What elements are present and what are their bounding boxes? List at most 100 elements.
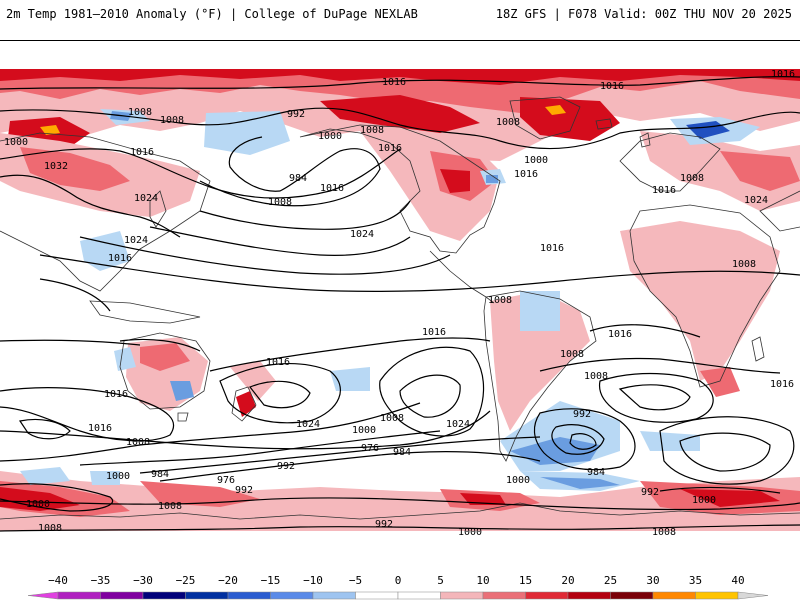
isobar-label: 1000 xyxy=(318,131,342,142)
isobar-label: 1008 xyxy=(268,197,292,208)
isobar-line xyxy=(569,433,597,450)
legend-tick-label: 40 xyxy=(731,574,744,587)
isobar-label: 1016 xyxy=(320,183,344,194)
warm-area xyxy=(545,105,566,115)
isobar-line xyxy=(618,384,691,411)
isobar-line xyxy=(0,410,491,450)
legend-swatch xyxy=(270,591,314,600)
isobar-line xyxy=(0,174,181,238)
warm-area xyxy=(520,97,620,141)
isobar-label: 1000 xyxy=(458,527,482,538)
legend-swatch xyxy=(57,591,101,600)
legend-tick-label: 35 xyxy=(689,574,702,587)
isobar-line xyxy=(119,338,201,352)
legend-tick-label: 30 xyxy=(646,574,659,587)
legend-tick-label: 15 xyxy=(519,574,532,587)
isobar-label: 984 xyxy=(151,469,169,480)
isobar-line xyxy=(551,424,605,455)
isobar-label: 984 xyxy=(587,467,605,478)
legend-tick-label: −15 xyxy=(261,574,281,587)
cool-area xyxy=(510,437,600,465)
isobar-line xyxy=(199,200,411,230)
warm-area xyxy=(140,481,260,507)
legend-swatch xyxy=(100,591,144,600)
isobar-line xyxy=(219,363,341,424)
warm-area xyxy=(320,95,480,133)
isobar-line xyxy=(533,408,636,471)
coastline-tasmania xyxy=(177,412,189,422)
isobar-label: 1000 xyxy=(692,495,716,506)
isobars xyxy=(0,76,800,532)
isobar-label: 1016 xyxy=(771,69,795,80)
isobar-label: 1008 xyxy=(360,125,384,136)
isobar-label: 1032 xyxy=(44,161,68,172)
model-run-info: 18Z GFS | F078 Valid: 00Z THU NOV 20 202… xyxy=(495,7,792,21)
isobar-label: 1000 xyxy=(4,137,28,148)
legend-tick-label: 5 xyxy=(437,574,444,587)
isobar-label: 992 xyxy=(277,461,295,472)
isobar-line xyxy=(0,76,800,90)
cool-area xyxy=(170,381,194,401)
isobar-label: 1016 xyxy=(378,143,402,154)
warm-area xyxy=(680,489,780,507)
legend-tick-label: 0 xyxy=(395,574,402,587)
legend-swatch xyxy=(185,591,229,600)
legend-tick-label: −35 xyxy=(91,574,111,587)
warm-area xyxy=(20,147,130,191)
isobar-line xyxy=(79,430,441,466)
isobar-label: 992 xyxy=(287,109,305,120)
isobar-label: 1016 xyxy=(108,253,132,264)
legend-swatch xyxy=(440,591,484,600)
isobar-line xyxy=(0,497,800,511)
coastline-uk xyxy=(639,132,651,148)
legend-swatch xyxy=(397,591,441,600)
isobar-label: 1016 xyxy=(266,357,290,368)
isobar-label: 1000 xyxy=(352,425,376,436)
cool-area xyxy=(640,431,700,451)
isobar-label: 1024 xyxy=(124,235,148,246)
cool-anomaly-shading xyxy=(20,109,760,491)
legend-swatch xyxy=(27,591,59,600)
legend-swatch xyxy=(567,591,611,600)
isobar-label: 1008 xyxy=(128,107,152,118)
isobar-line xyxy=(149,226,411,256)
map-canvas: 1016 1016 1016 1008 1008 1000 1032 1016 … xyxy=(0,41,800,559)
isobar-label: 1024 xyxy=(446,419,470,430)
isobar-label: 1008 xyxy=(380,413,404,424)
legend-swatch xyxy=(482,591,526,600)
isobar-label: 984 xyxy=(289,173,307,184)
anomaly-shading xyxy=(0,69,800,531)
warm-area xyxy=(40,125,60,135)
isobar-line xyxy=(0,339,141,346)
legend-tick-label: −40 xyxy=(48,574,68,587)
isobar-line xyxy=(19,418,71,440)
legend-swatch xyxy=(610,591,654,600)
isobar-label: 992 xyxy=(573,409,591,420)
isobar-label: 1008 xyxy=(126,437,150,448)
legend-tick-label: −20 xyxy=(218,574,238,587)
warm-area xyxy=(0,487,80,511)
legend-tick-label: −5 xyxy=(349,574,362,587)
isobar-label: 1016 xyxy=(540,243,564,254)
isobar-label: 1016 xyxy=(600,81,624,92)
legend-tick-label: −25 xyxy=(176,574,196,587)
cool-area xyxy=(204,111,290,155)
color-legend: −40 −35 −30 −25 −20 −15 −10 −5 0 5 10 15 20 25 30 35 40 xyxy=(0,572,800,600)
coastline-asia-east xyxy=(759,190,800,232)
isobar-label: 1016 xyxy=(422,327,446,338)
warm-area xyxy=(0,69,800,85)
isobar-label: 1000 xyxy=(106,471,130,482)
isobar-line xyxy=(249,380,311,409)
cool-area xyxy=(520,291,560,331)
isobar-line xyxy=(589,324,701,338)
isobar-label: 976 xyxy=(217,475,235,486)
isobar-label: 1016 xyxy=(130,147,154,158)
cool-area xyxy=(20,467,70,485)
legend-swatch xyxy=(525,591,569,600)
isobar-label: 1016 xyxy=(652,185,676,196)
isobar-label: 1016 xyxy=(104,389,128,400)
isobar-label: 1008 xyxy=(488,295,512,306)
anomaly-map: 1016 1016 1016 1008 1008 1000 1032 1016 … xyxy=(0,40,800,559)
isobar-label: 1008 xyxy=(652,527,676,538)
isobar-line xyxy=(139,436,541,474)
